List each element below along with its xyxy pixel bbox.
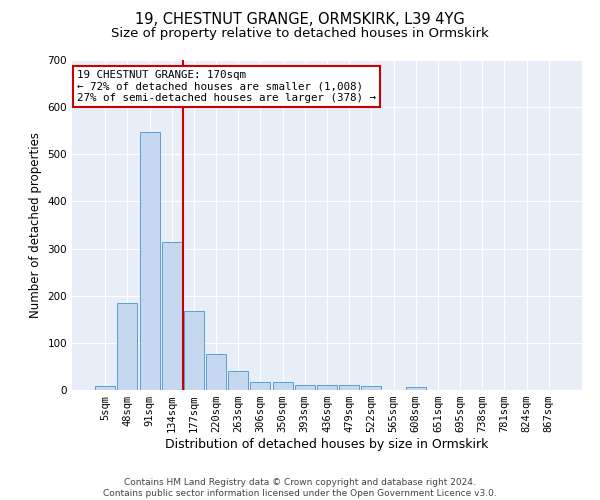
Bar — [162, 242, 182, 390]
Bar — [250, 382, 271, 390]
Bar — [206, 354, 226, 390]
Bar — [228, 371, 248, 390]
Text: 19, CHESTNUT GRANGE, ORMSKIRK, L39 4YG: 19, CHESTNUT GRANGE, ORMSKIRK, L39 4YG — [135, 12, 465, 28]
Bar — [406, 387, 426, 390]
Bar — [272, 382, 293, 390]
Bar — [339, 385, 359, 390]
X-axis label: Distribution of detached houses by size in Ormskirk: Distribution of detached houses by size … — [166, 438, 488, 451]
Bar — [295, 385, 315, 390]
Text: Size of property relative to detached houses in Ormskirk: Size of property relative to detached ho… — [111, 28, 489, 40]
Bar — [317, 385, 337, 390]
Text: Contains HM Land Registry data © Crown copyright and database right 2024.
Contai: Contains HM Land Registry data © Crown c… — [103, 478, 497, 498]
Text: 19 CHESTNUT GRANGE: 170sqm
← 72% of detached houses are smaller (1,008)
27% of s: 19 CHESTNUT GRANGE: 170sqm ← 72% of deta… — [77, 70, 376, 103]
Bar — [184, 311, 204, 390]
Y-axis label: Number of detached properties: Number of detached properties — [29, 132, 42, 318]
Bar — [118, 303, 137, 390]
Bar — [140, 132, 160, 390]
Bar — [95, 386, 115, 390]
Bar — [361, 386, 382, 390]
